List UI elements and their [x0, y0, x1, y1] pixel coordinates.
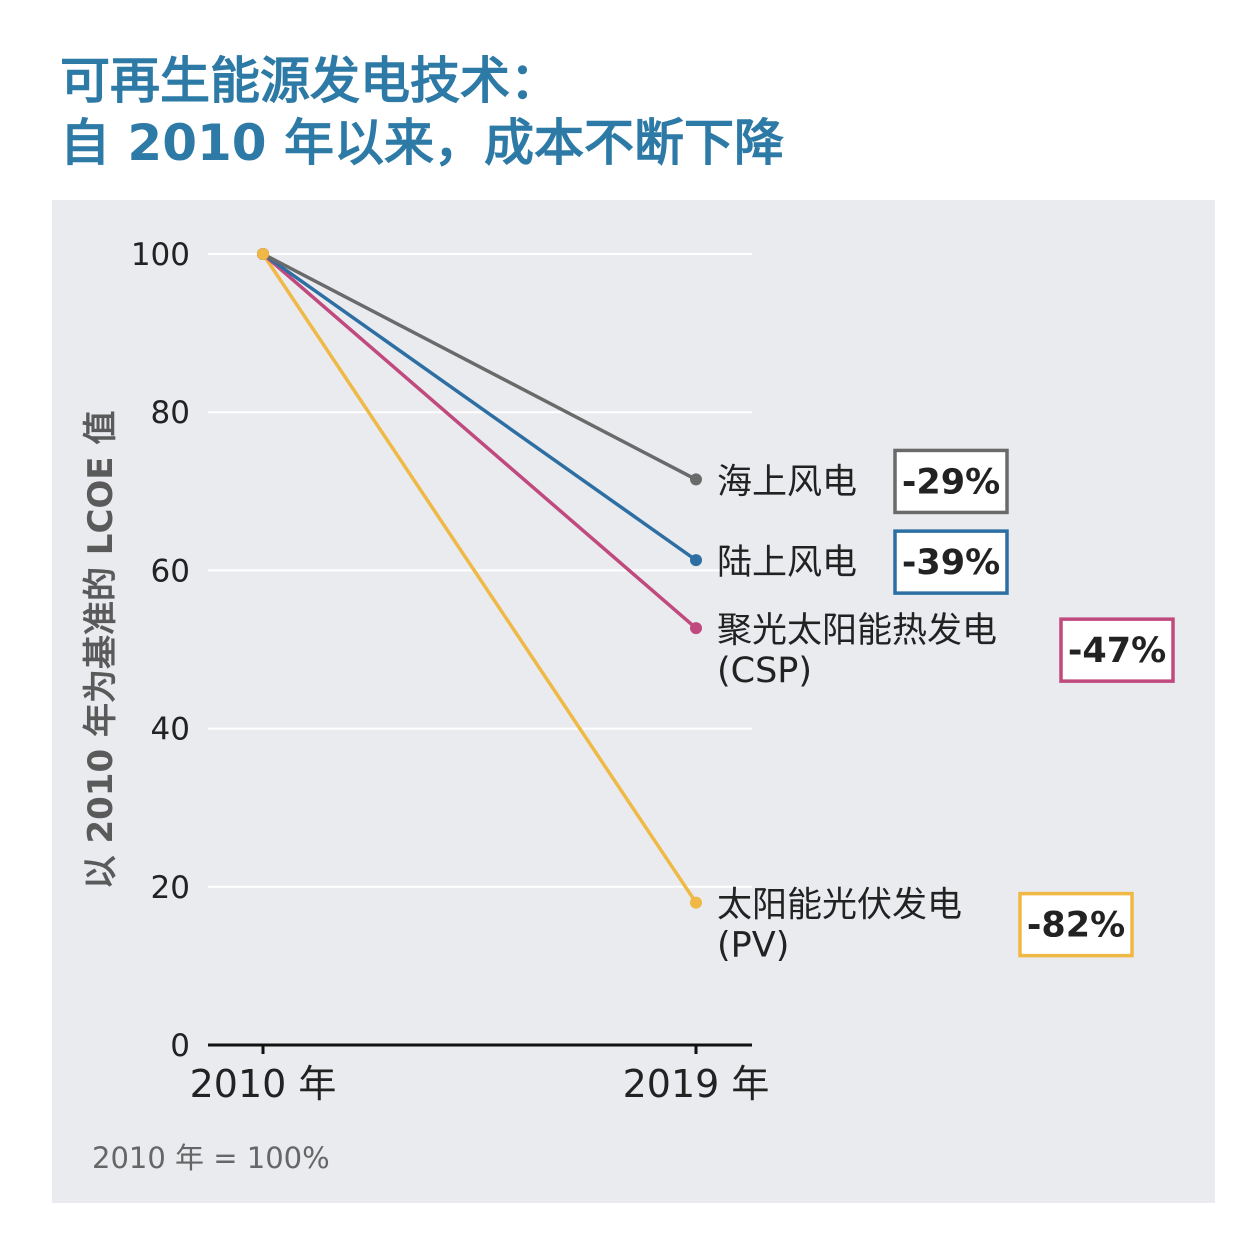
- y-tick-label: 100: [131, 237, 190, 273]
- change-badge: [893, 448, 1009, 515]
- x-tick-label: 2019 年: [623, 1062, 770, 1106]
- data-point: [257, 248, 269, 260]
- data-point: [690, 554, 702, 567]
- chart-panel: [52, 200, 1215, 1203]
- change-badge-value: -29%: [902, 462, 1000, 502]
- series-lines: [257, 248, 702, 909]
- y-tick-label: 40: [151, 712, 190, 748]
- data-point: [690, 473, 702, 486]
- series-label: 聚光太阳能热发电: [717, 611, 997, 651]
- series-label: 陆上风电: [717, 543, 857, 583]
- series-line: [261, 252, 698, 905]
- y-tick-label: 60: [151, 553, 190, 589]
- series-labels: 海上风电 -29% 陆上风电 -39% 聚光太阳能热发电(CSP) -47% 太阳能光伏发电…: [717, 448, 1175, 966]
- change-badge: [893, 529, 1009, 595]
- data-point: [690, 622, 702, 635]
- change-badge: [1059, 617, 1175, 683]
- series-label: 太阳能光伏发电: [717, 886, 962, 926]
- change-badge-value: -39%: [902, 543, 1000, 583]
- series-line: [261, 252, 698, 630]
- series-line: [261, 252, 698, 562]
- y-tick-label: 20: [151, 870, 190, 906]
- series-label: (PV): [717, 926, 789, 966]
- change-badge-value: -82%: [1027, 906, 1125, 946]
- data-point: [690, 896, 702, 909]
- series-line: [261, 252, 698, 482]
- y-tick-label: 0: [170, 1028, 190, 1064]
- footnote: 2010 年 = 100%: [92, 1141, 330, 1175]
- change-badge: [1018, 891, 1134, 958]
- y-tick-label: 80: [151, 395, 190, 431]
- series-label: 海上风电: [717, 462, 857, 502]
- series-label: (CSP): [717, 651, 812, 691]
- y-axis-label: 以 2010 年为基准的 LCOE 值: [81, 411, 121, 890]
- chart-title: 可再生能源发电技术： 自 2010 年以来，成本不断下降: [60, 50, 784, 174]
- title-line-2: 自 2010 年以来，成本不断下降: [60, 114, 784, 172]
- title-line-1: 可再生能源发电技术：: [60, 52, 560, 110]
- gridlines: [208, 253, 752, 888]
- x-axis: 2010 年 2019 年: [190, 1043, 770, 1106]
- change-badge-value: -47%: [1068, 631, 1166, 671]
- x-tick-label: 2010 年: [190, 1062, 337, 1106]
- y-tick-labels: 0 20 40 60 80 100: [131, 237, 190, 1064]
